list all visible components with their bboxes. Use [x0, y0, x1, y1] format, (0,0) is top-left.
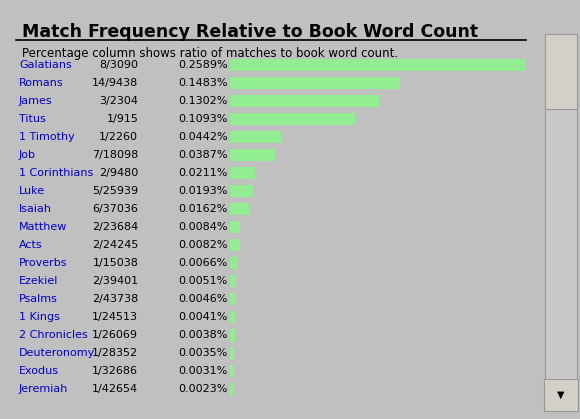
- Text: Deuteronomy: Deuteronomy: [19, 348, 95, 358]
- Bar: [230, 329, 235, 341]
- Text: 0.0038%: 0.0038%: [179, 330, 228, 340]
- Text: 1/15038: 1/15038: [92, 258, 138, 268]
- Text: 0.2589%: 0.2589%: [178, 60, 228, 70]
- Text: 0.0082%: 0.0082%: [178, 240, 228, 250]
- Bar: [230, 347, 234, 360]
- Text: 0.0051%: 0.0051%: [179, 276, 228, 286]
- Bar: [230, 131, 281, 143]
- Text: ▼: ▼: [557, 390, 565, 400]
- Text: 8/3090: 8/3090: [99, 60, 138, 70]
- Text: 0.1302%: 0.1302%: [179, 96, 228, 106]
- Bar: [230, 185, 252, 197]
- Text: 0.0162%: 0.0162%: [179, 204, 228, 214]
- Text: 0.0041%: 0.0041%: [179, 312, 228, 322]
- Bar: [230, 167, 255, 179]
- Bar: [230, 113, 356, 125]
- Text: 2 Chronicles: 2 Chronicles: [19, 330, 88, 340]
- Bar: [230, 239, 240, 251]
- Text: Jeremiah: Jeremiah: [19, 384, 68, 394]
- Text: 0.0442%: 0.0442%: [178, 132, 228, 142]
- Bar: [544, 379, 578, 411]
- Text: Job: Job: [19, 150, 36, 160]
- Text: Exodus: Exodus: [19, 366, 59, 376]
- Text: 1 Kings: 1 Kings: [19, 312, 60, 322]
- Text: 14/9438: 14/9438: [92, 78, 138, 88]
- Text: Ezekiel: Ezekiel: [19, 276, 59, 286]
- Text: 1/26069: 1/26069: [92, 330, 138, 340]
- Text: 5/25939: 5/25939: [92, 186, 138, 196]
- Bar: [230, 311, 235, 323]
- Text: 0.0046%: 0.0046%: [179, 294, 228, 304]
- Text: 0.0193%: 0.0193%: [179, 186, 228, 196]
- Text: 1 Corinthians: 1 Corinthians: [19, 168, 93, 178]
- Text: Matthew: Matthew: [19, 222, 67, 232]
- Text: 0.0035%: 0.0035%: [179, 348, 228, 358]
- Bar: [230, 383, 233, 396]
- Text: Proverbs: Proverbs: [19, 258, 67, 268]
- Bar: [230, 257, 238, 269]
- Text: 1/24513: 1/24513: [92, 312, 138, 322]
- Text: Galatians: Galatians: [19, 60, 72, 70]
- Text: 0.0031%: 0.0031%: [179, 366, 228, 376]
- Text: 1/915: 1/915: [106, 114, 138, 124]
- Text: 1/32686: 1/32686: [92, 366, 138, 376]
- Text: 1/2260: 1/2260: [99, 132, 138, 142]
- Text: 2/39401: 2/39401: [92, 276, 138, 286]
- Bar: [230, 59, 526, 71]
- Text: Titus: Titus: [19, 114, 46, 124]
- Text: Psalms: Psalms: [19, 294, 58, 304]
- Bar: [230, 95, 379, 107]
- Text: 2/9480: 2/9480: [99, 168, 138, 178]
- Text: 2/43738: 2/43738: [92, 294, 138, 304]
- Bar: [230, 203, 249, 215]
- Text: 0.0066%: 0.0066%: [179, 258, 228, 268]
- Bar: [230, 275, 236, 287]
- Text: 0.1483%: 0.1483%: [178, 78, 228, 88]
- Text: 0.1093%: 0.1093%: [179, 114, 228, 124]
- Text: Acts: Acts: [19, 240, 42, 250]
- Text: Match Frequency Relative to Book Word Count: Match Frequency Relative to Book Word Co…: [21, 23, 478, 41]
- Text: 0.0211%: 0.0211%: [179, 168, 228, 178]
- Text: 1 Timothy: 1 Timothy: [19, 132, 75, 142]
- Bar: [230, 293, 235, 305]
- Bar: [545, 34, 577, 394]
- Text: Romans: Romans: [19, 78, 64, 88]
- Text: James: James: [19, 96, 53, 106]
- Text: Luke: Luke: [19, 186, 45, 196]
- Bar: [230, 149, 275, 161]
- Text: Isaiah: Isaiah: [19, 204, 52, 214]
- Text: 6/37036: 6/37036: [92, 204, 138, 214]
- Bar: [230, 221, 240, 233]
- Text: 1/28352: 1/28352: [92, 348, 138, 358]
- Text: 0.0387%: 0.0387%: [178, 150, 228, 160]
- Bar: [545, 34, 577, 109]
- Text: Percentage column shows ratio of matches to book word count.: Percentage column shows ratio of matches…: [21, 47, 398, 60]
- Text: 2/23684: 2/23684: [92, 222, 138, 232]
- Text: 0.0023%: 0.0023%: [179, 384, 228, 394]
- Text: 7/18098: 7/18098: [92, 150, 138, 160]
- Text: 0.0084%: 0.0084%: [178, 222, 228, 232]
- Text: 3/2304: 3/2304: [99, 96, 138, 106]
- Text: 2/24245: 2/24245: [92, 240, 138, 250]
- Text: 1/42654: 1/42654: [92, 384, 138, 394]
- Bar: [230, 365, 234, 378]
- Bar: [230, 77, 400, 89]
